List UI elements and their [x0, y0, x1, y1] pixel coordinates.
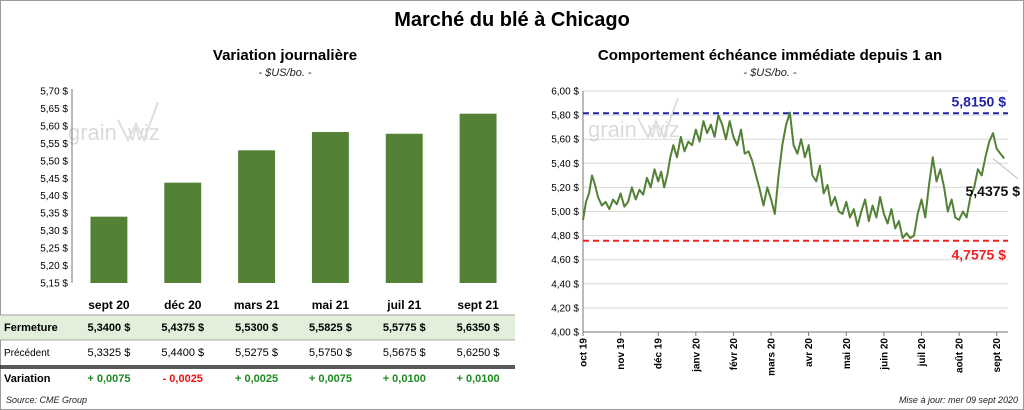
table-cell: + 0,0075 [87, 373, 130, 385]
current-value-label: 5,4375 $ [966, 183, 1021, 199]
line-x-tick: juin 20 [879, 338, 890, 371]
table-cell: 5,6350 $ [457, 322, 500, 334]
bar [238, 150, 276, 283]
line-y-tick: 6,00 $ [551, 87, 579, 98]
line-chart-unit: - $US/bo. - [743, 67, 797, 79]
watermark-text: grain [68, 120, 117, 145]
bar-y-tick: 5,45 $ [40, 174, 68, 185]
line-x-tick: oct 19 [579, 338, 590, 367]
bar-y-tick: 5,15 $ [40, 279, 68, 290]
bar-y-tick: 5,35 $ [40, 209, 68, 220]
line-chart-title: Comportement échéance immédiate depuis 1… [597, 47, 943, 64]
line-x-tick: janv 20 [691, 338, 702, 373]
table-cell: 5,5275 $ [235, 347, 278, 359]
line-y-tick: 5,60 $ [551, 135, 579, 146]
line-y-tick: 4,60 $ [551, 255, 579, 266]
line-x-tick: août 20 [955, 338, 966, 373]
table-cell: + 0,0100 [457, 373, 500, 385]
price-series-line [582, 111, 1005, 239]
bar-y-tick: 5,20 $ [40, 261, 68, 272]
bar-category-label: juil 21 [386, 298, 421, 312]
table-cell: 5,3325 $ [88, 347, 131, 359]
source-note: Source: CME Group [6, 395, 88, 405]
line-y-tick: 5,80 $ [551, 111, 579, 122]
watermark-logo-2: grain wiz [588, 97, 680, 142]
watermark-text-suffix: wiz [647, 117, 680, 142]
line-y-tick: 5,00 $ [551, 207, 579, 218]
line-x-tick: sept 20 [992, 338, 1003, 373]
page-title: Marché du blé à Chicago [394, 9, 630, 31]
watermark-logo: grain wiz [68, 101, 160, 145]
line-y-tick: 5,20 $ [551, 183, 579, 194]
bar-y-tick: 5,30 $ [40, 226, 68, 237]
closing-row-bg [0, 315, 515, 340]
line-x-tick: mars 20 [767, 338, 778, 376]
line-y-tick: 4,40 $ [551, 279, 579, 290]
table-cell: 5,3400 $ [88, 322, 131, 334]
table-cell: 5,5750 $ [309, 347, 352, 359]
bar [385, 133, 423, 283]
table-cell: 5,5775 $ [383, 322, 426, 334]
bar-category-label: mars 21 [234, 298, 280, 312]
bar-chart-title: Variation journalière [212, 47, 358, 64]
bar-y-tick: 5,65 $ [40, 104, 68, 115]
table-cell: 5,4400 $ [161, 347, 204, 359]
line-x-tick: févr 20 [729, 338, 740, 371]
low-value-label: 4,7575 $ [952, 247, 1007, 263]
table-cell: 5,6250 $ [457, 347, 500, 359]
bar-category-label: mai 21 [312, 298, 350, 312]
line-y-tick: 5,40 $ [551, 159, 579, 170]
table-cell: + 0,0100 [383, 373, 426, 385]
line-y-tick: 4,20 $ [551, 303, 579, 314]
table-cell: 5,5825 $ [309, 322, 352, 334]
update-note: Mise à jour: mer 09 sept 2020 [898, 395, 1018, 405]
table-row-label: Fermeture [4, 322, 58, 334]
bar-y-tick: 5,60 $ [40, 121, 68, 132]
current-value-leader [992, 158, 1019, 180]
line-y-tick: 4,00 $ [551, 328, 579, 339]
line-x-tick: nov 19 [616, 338, 627, 370]
bar-y-tick: 5,40 $ [40, 191, 68, 202]
table-cell: + 0,0025 [235, 373, 278, 385]
bar [459, 113, 497, 283]
high-value-label: 5,8150 $ [952, 93, 1007, 109]
watermark-text: grain [588, 117, 637, 142]
table-row-label: Variation [4, 373, 51, 385]
bar-category-label: déc 20 [164, 298, 202, 312]
bar-y-tick: 5,70 $ [40, 87, 68, 98]
bar-chart-unit: - $US/bo. - [258, 67, 312, 79]
line-x-tick: déc 19 [654, 338, 665, 370]
bar [90, 216, 128, 283]
table-cell: 5,5675 $ [383, 347, 426, 359]
bar-y-tick: 5,50 $ [40, 156, 68, 167]
bar [311, 132, 349, 283]
table-cell: 5,4375 $ [161, 322, 204, 334]
bar-chart: grain wiz 5,15 $ 5,20 $ 5,25 $ 5,30 $ 5,35 $… [0, 87, 515, 385]
line-x-tick: juil 20 [917, 338, 928, 368]
table-row-label: Précédent [4, 348, 50, 359]
table-cell: - 0,0025 [163, 373, 203, 385]
table-cell: + 0,0075 [309, 373, 352, 385]
bar-category-label: sept 20 [88, 298, 130, 312]
bar [164, 182, 202, 283]
table-cell: 5,5300 $ [235, 322, 278, 334]
line-x-tick: mai 20 [842, 338, 853, 370]
line-y-tick: 4,80 $ [551, 231, 579, 242]
watermark-text-suffix: wiz [127, 120, 160, 145]
bar-y-tick: 5,55 $ [40, 139, 68, 150]
bar-category-label: sept 21 [457, 298, 499, 312]
bar-y-tick: 5,25 $ [40, 244, 68, 255]
line-x-tick: avr 20 [804, 338, 815, 367]
